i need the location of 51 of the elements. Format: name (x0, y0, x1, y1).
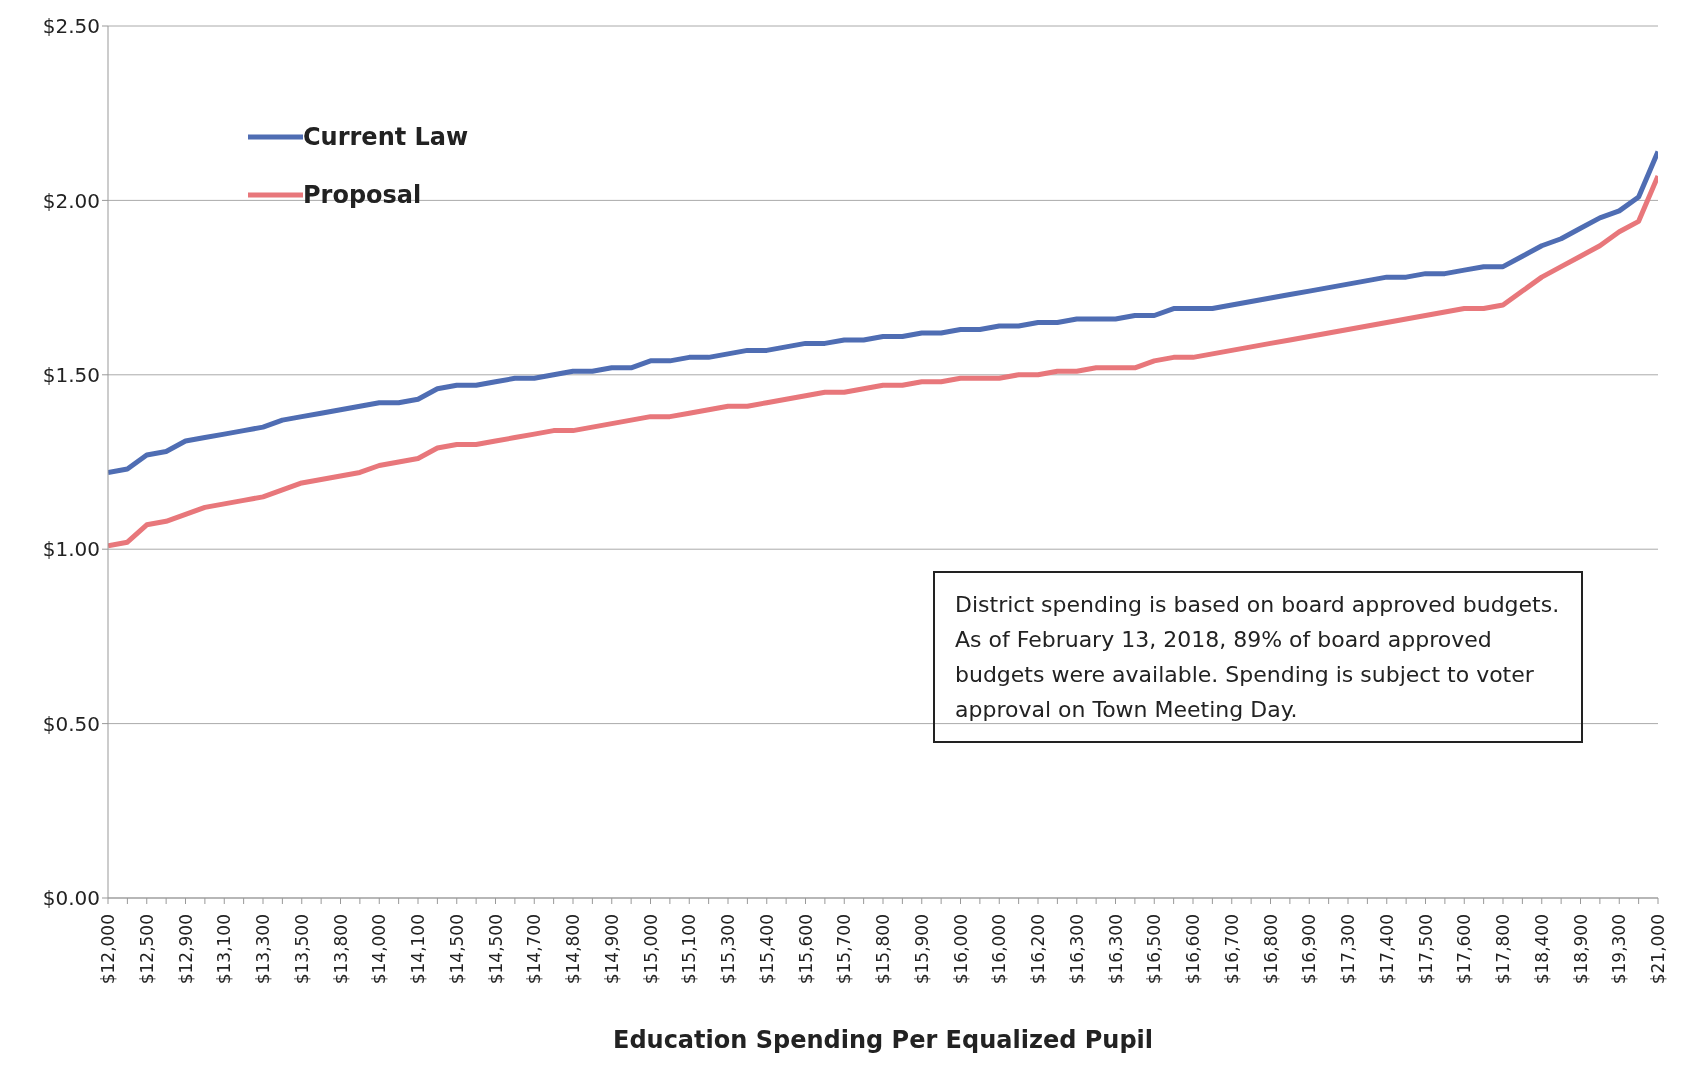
x-tick-label: $12,900 (175, 914, 196, 985)
y-tick-label: $1.00 (42, 537, 100, 562)
x-tick-label: $15,100 (679, 914, 700, 985)
x-tick-label: $14,700 (524, 914, 545, 985)
x-tick-label: $18,400 (1531, 914, 1552, 985)
x-tick-label: $16,500 (1144, 914, 1165, 985)
x-tick-label: $17,800 (1493, 914, 1513, 985)
x-tick-label: $17,600 (1454, 914, 1475, 985)
y-tick-label: $0.00 (42, 886, 100, 911)
x-tick-label: $14,500 (485, 914, 506, 985)
x-tick-label: $15,400 (756, 914, 777, 985)
x-tick-label: $15,600 (795, 914, 816, 985)
x-tick-label: $17,400 (1376, 914, 1397, 985)
x-tick-label: $16,900 (1299, 914, 1320, 985)
x-tick-label: $15,900 (911, 914, 932, 985)
y-tick-label: $0.50 (42, 711, 100, 736)
x-tick-label: $19,300 (1609, 914, 1630, 985)
x-tick-label: $12,500 (136, 914, 157, 985)
y-tick-label: $2.50 (42, 14, 100, 39)
x-tick-label: $17,500 (1415, 914, 1436, 985)
x-tick-label: $15,700 (834, 914, 855, 985)
x-tick-label: $12,000 (98, 914, 118, 985)
x-tick-label: $15,000 (640, 914, 661, 985)
x-tick-label: $14,000 (369, 914, 390, 985)
y-tick-label: $1.50 (42, 362, 100, 387)
x-tick-label: $16,800 (1260, 914, 1281, 985)
x-tick-label: $15,800 (873, 914, 893, 985)
x-axis-title: Education Spending Per Equalized Pupil (612, 1026, 1154, 1054)
y-tick-label: $2.00 (42, 188, 100, 213)
x-tick-label: $16,300 (1066, 914, 1087, 985)
x-tick-label: $13,800 (330, 914, 351, 985)
x-tick-label: $16,000 (989, 914, 1010, 985)
x-tick-label: $17,300 (1338, 914, 1358, 985)
x-tick-label: $16,200 (1028, 914, 1048, 985)
legend-label: Proposal (303, 181, 422, 209)
x-tick-label: $18,900 (1570, 914, 1591, 985)
x-tick-label: $14,500 (446, 914, 467, 985)
x-tick-label: $13,300 (253, 914, 273, 985)
x-tick-label: $13,500 (291, 914, 312, 985)
text-box: District spending is based on board approved budgets. As of February 13, 2018, 89% of board approved budgets were available. Spending is subject to voter approval on Town Meeting Day. (933, 571, 1583, 743)
x-tick-label: $13,100 (214, 914, 235, 985)
x-tick-label: $21,000 (1648, 914, 1668, 985)
x-tick-label: $16,300 (1105, 914, 1126, 985)
x-tick-label: $14,900 (601, 914, 622, 985)
x-tick-label: $16,000 (950, 914, 971, 985)
x-tick-label: $15,300 (718, 914, 738, 985)
x-tick-label: $14,800 (563, 914, 583, 985)
x-tick-label: $16,600 (1183, 914, 1203, 985)
x-tick-label: $16,700 (1221, 914, 1242, 985)
legend-label: Current Law (303, 123, 469, 151)
x-tick-label: $14,100 (408, 914, 428, 985)
